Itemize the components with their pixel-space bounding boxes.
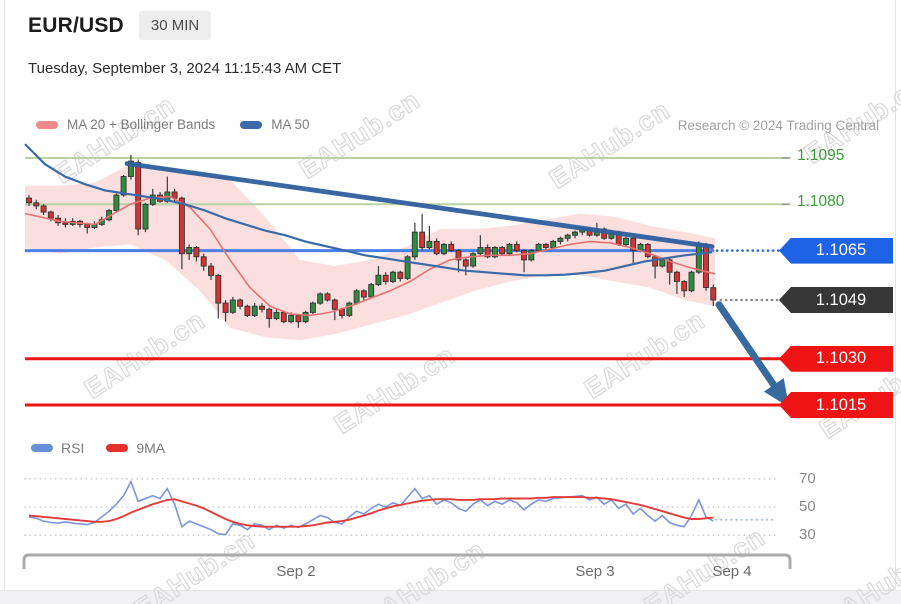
- rsi-ma-swatch-icon: [106, 444, 129, 452]
- timeframe-badge[interactable]: 30 MIN: [138, 11, 212, 40]
- symbol-title: EUR/USD: [28, 13, 124, 37]
- rsi-tick-70: 70: [799, 469, 816, 487]
- price-tag-support1: 1.1030: [779, 345, 893, 372]
- rsi-swatch-icon: [31, 444, 53, 452]
- rsi-tick-30: 30: [799, 526, 816, 544]
- x-axis-label-sep4: Sep 4: [712, 563, 752, 580]
- rsi-legend-label: RSI: [61, 440, 85, 456]
- left-card-edge: [4, 0, 5, 604]
- price-label-1-1080: 1.1080: [797, 193, 845, 211]
- ma20-swatch-icon: [36, 120, 58, 129]
- ma50-swatch-icon: [240, 120, 263, 129]
- x-axis-label-sep2: Sep 2: [276, 563, 316, 580]
- price-tag-last: 1.1049: [779, 287, 893, 314]
- price-tag-support2: 1.1015: [779, 392, 893, 418]
- rsi-legend: RSI 9MA: [31, 440, 179, 456]
- ma20-legend-label: MA 20 + Bollinger Bands: [67, 117, 216, 132]
- bottom-strip: [0, 590, 901, 604]
- rsi-ma-legend-label: 9MA: [136, 440, 166, 456]
- right-card-edge: [895, 0, 896, 604]
- header: EUR/USD 30 MIN: [28, 11, 212, 40]
- price-tag-pivot: 1.1065: [779, 237, 893, 264]
- ma50-legend-label: MA 50: [271, 117, 310, 132]
- research-credit: Research © 2024 Trading Central: [677, 118, 879, 133]
- rsi-tick-50: 50: [799, 498, 816, 515]
- price-label-1-1095: 1.1095: [797, 147, 845, 164]
- x-axis-label-sep3: Sep 3: [575, 563, 615, 580]
- datetime-label: Tuesday, September 3, 2024 11:15:43 AM C…: [28, 60, 342, 77]
- indicator-legend: MA 20 + Bollinger Bands MA 50: [36, 117, 326, 132]
